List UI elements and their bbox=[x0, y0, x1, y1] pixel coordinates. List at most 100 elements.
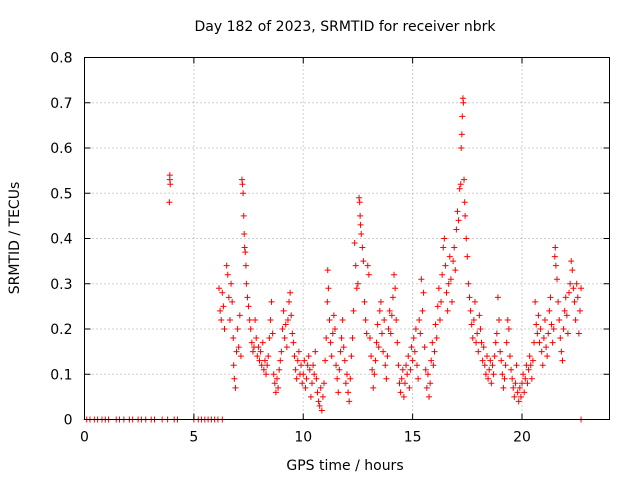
data-point bbox=[311, 371, 318, 378]
data-point bbox=[369, 366, 376, 373]
data-point bbox=[456, 185, 463, 192]
data-point bbox=[252, 316, 259, 323]
axis-ticks: 0 5 10 15 20 0 0.1 0.2 0.3 0.4 0.5 0.6 0.7 0.8 bbox=[50, 51, 610, 446]
data-point bbox=[259, 339, 266, 346]
data-point bbox=[571, 298, 578, 305]
data-point bbox=[241, 230, 248, 237]
data-point bbox=[240, 190, 247, 197]
data-point bbox=[282, 321, 289, 328]
data-point bbox=[531, 339, 538, 346]
data-point bbox=[538, 348, 545, 355]
data-point bbox=[417, 330, 424, 337]
data-point bbox=[568, 258, 575, 265]
data-point bbox=[481, 362, 488, 369]
data-point bbox=[480, 344, 487, 351]
data-point bbox=[470, 316, 477, 323]
data-point bbox=[478, 339, 485, 346]
data-point bbox=[293, 375, 300, 382]
data-point bbox=[331, 326, 338, 332]
data-point bbox=[228, 280, 235, 287]
data-point bbox=[467, 307, 474, 314]
y-axis-label: SRMTID / TECUs bbox=[7, 182, 23, 295]
data-point bbox=[409, 357, 416, 364]
data-point bbox=[219, 289, 226, 296]
data-point bbox=[218, 316, 225, 323]
data-point bbox=[407, 366, 414, 373]
data-point bbox=[476, 312, 483, 319]
data-point bbox=[546, 307, 553, 314]
data-point bbox=[309, 380, 315, 387]
data-point bbox=[422, 366, 429, 373]
y-tick-label: 0.2 bbox=[50, 322, 72, 338]
data-point bbox=[458, 145, 465, 151]
data-point bbox=[236, 312, 243, 319]
data-point bbox=[366, 335, 373, 342]
data-point bbox=[302, 384, 309, 391]
data-point bbox=[385, 326, 392, 332]
data-point bbox=[301, 357, 308, 364]
data-point bbox=[291, 353, 298, 360]
data-point bbox=[268, 298, 275, 305]
data-point bbox=[419, 307, 426, 314]
data-point bbox=[379, 330, 385, 337]
data-point bbox=[491, 353, 498, 360]
data-point bbox=[436, 316, 443, 323]
data-point bbox=[401, 380, 408, 387]
data-point bbox=[255, 344, 262, 351]
data-point bbox=[234, 326, 241, 332]
data-point bbox=[412, 326, 419, 332]
data-point bbox=[522, 375, 529, 382]
data-point bbox=[515, 398, 522, 405]
data-point bbox=[370, 384, 377, 391]
data-point bbox=[269, 330, 276, 337]
data-point bbox=[420, 289, 427, 296]
data-point bbox=[364, 262, 371, 269]
y-tick-label: 0.7 bbox=[50, 96, 72, 112]
data-point bbox=[462, 212, 469, 219]
data-point bbox=[271, 380, 278, 387]
data-point bbox=[280, 307, 287, 314]
data-point bbox=[493, 330, 500, 337]
data-point bbox=[414, 362, 420, 369]
data-point bbox=[290, 339, 297, 346]
data-point bbox=[344, 371, 350, 378]
data-point bbox=[318, 407, 325, 414]
data-point bbox=[516, 384, 523, 391]
data-point bbox=[449, 298, 455, 305]
data-point bbox=[289, 330, 296, 337]
data-point bbox=[517, 393, 524, 400]
data-point bbox=[294, 357, 301, 364]
data-point bbox=[349, 335, 356, 342]
data-point bbox=[559, 357, 566, 364]
chart-title: Day 182 of 2023, SRMTID for receiver nbr… bbox=[194, 19, 496, 35]
data-point bbox=[393, 316, 400, 323]
data-point bbox=[305, 353, 312, 360]
data-point bbox=[496, 316, 503, 323]
data-point bbox=[333, 362, 340, 369]
data-point bbox=[382, 362, 389, 369]
data-point bbox=[266, 335, 273, 342]
data-point bbox=[492, 339, 499, 346]
data-point bbox=[242, 249, 249, 256]
data-point bbox=[368, 353, 375, 360]
data-point bbox=[334, 375, 341, 382]
data-point bbox=[276, 366, 283, 373]
data-point bbox=[347, 375, 354, 382]
data-point bbox=[337, 348, 344, 355]
data-point bbox=[429, 339, 436, 346]
data-point bbox=[327, 339, 334, 346]
data-point bbox=[356, 194, 363, 201]
data-point bbox=[376, 307, 383, 314]
data-point bbox=[272, 389, 279, 396]
data-point bbox=[375, 344, 382, 351]
data-point bbox=[339, 316, 346, 323]
data-point bbox=[510, 384, 517, 391]
data-point bbox=[455, 217, 462, 224]
data-point bbox=[299, 380, 306, 387]
data-point bbox=[451, 244, 458, 251]
data-point bbox=[265, 353, 272, 360]
data-point bbox=[365, 271, 372, 278]
data-point bbox=[468, 321, 475, 328]
data-point bbox=[461, 199, 468, 206]
data-point bbox=[246, 316, 253, 323]
